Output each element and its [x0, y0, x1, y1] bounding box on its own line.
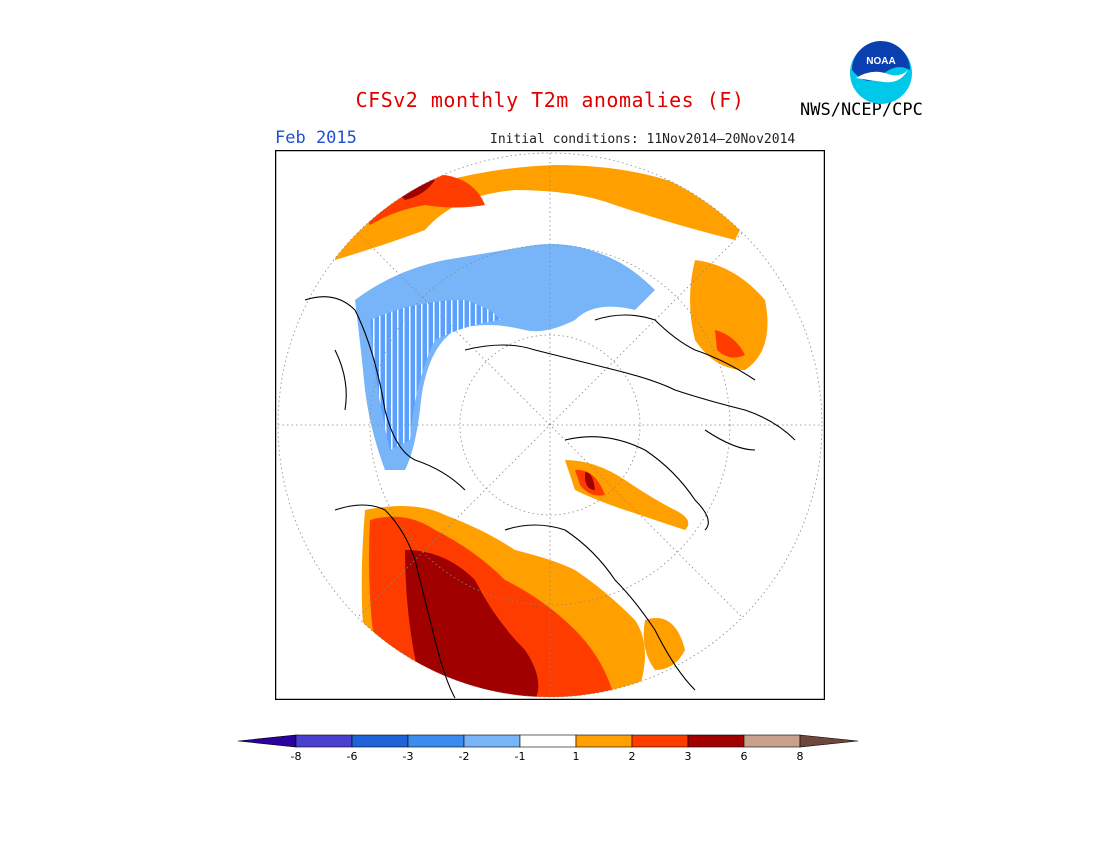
colorbar-segment: [631, 734, 689, 748]
colorbar-tick-label: -6: [346, 750, 358, 763]
greenland-warm-region: [565, 460, 689, 530]
chart-title: CFSv2 monthly T2m anomalies (F): [355, 88, 745, 112]
colorbar-segment: [351, 734, 409, 748]
europe-warmer-region: [360, 175, 485, 225]
colorbar-tick-label: 1: [572, 750, 580, 763]
europe-hot-region: [395, 179, 435, 200]
colorbar-segment: [743, 734, 801, 748]
agency-label: NWS/NCEP/CPC: [800, 100, 923, 120]
colorbar-tick-label: -3: [402, 750, 414, 763]
colorbar-segment: [519, 734, 577, 748]
east-asia-warm-region: [690, 260, 768, 370]
colorbar-segment: [463, 734, 521, 748]
noaa-logo-icon: NOAA: [850, 41, 912, 104]
colorbar-arrow-low: [238, 734, 297, 748]
colorbar-tick-label: 3: [684, 750, 692, 763]
colorbar-segment: [575, 734, 633, 748]
greenland-hot-region: [585, 472, 595, 490]
colorbar-tick-label: -1: [514, 750, 526, 763]
polar-anomaly-map: [275, 150, 825, 700]
initial-conditions: Initial conditions: 11Nov2014—20Nov2014: [490, 132, 796, 147]
colorbar-tick-label: -2: [458, 750, 470, 763]
forecast-month: Feb 2015: [275, 128, 357, 148]
latitude-grid: [277, 152, 823, 698]
coastlines: [304, 296, 796, 699]
east-asia-warmer-region: [715, 330, 745, 358]
noaa-logo-text: NOAA: [866, 56, 895, 67]
siberia-cold-region: [355, 244, 655, 470]
colorbar-tick-label: 8: [796, 750, 804, 763]
north-america-hot-region: [405, 550, 539, 697]
siberia-colder-region: [370, 300, 500, 450]
colorbar-tick-label: 6: [740, 750, 748, 763]
colorbar-segment: [687, 734, 745, 748]
colorbar-tick-label: -8: [290, 750, 302, 763]
hudson-warm-region: [643, 618, 685, 670]
colorbar-arrow-high: [799, 734, 859, 748]
colorbar-tick-label: 2: [628, 750, 636, 763]
colorbar: [238, 734, 859, 748]
colorbar-segment: [407, 734, 465, 748]
anomaly-fill-layer: [335, 165, 768, 697]
colorbar-segment: [295, 734, 353, 748]
